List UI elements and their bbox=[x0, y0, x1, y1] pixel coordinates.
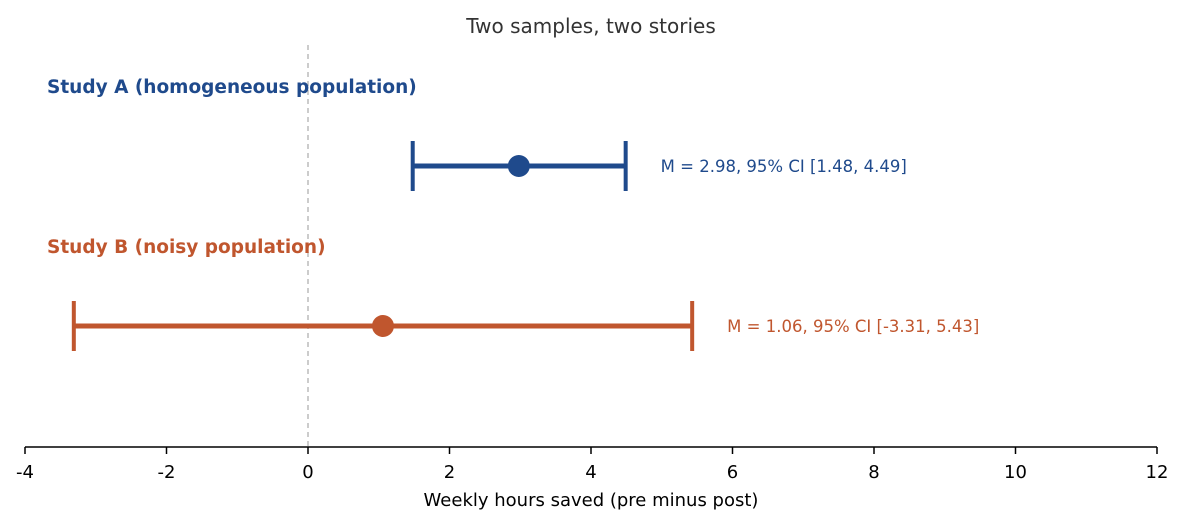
ci-annotation: M = 2.98, 95% CI [1.48, 4.49] bbox=[661, 157, 907, 176]
x-axis: -4 -2 0 2 4 6 8 10 12 bbox=[16, 446, 1169, 483]
mean-point bbox=[507, 155, 530, 177]
study-label: Study B (noisy population) bbox=[47, 237, 326, 258]
x-tick-label: 6 bbox=[727, 462, 738, 483]
x-tick-label: 0 bbox=[302, 462, 313, 483]
series-layer: Study A (homogeneous population) M = 2.98… bbox=[47, 77, 979, 351]
mean-point bbox=[371, 315, 394, 337]
x-tick-label: 10 bbox=[1004, 462, 1027, 483]
x-tick-label: 2 bbox=[444, 462, 455, 483]
study-label: Study A (homogeneous population) bbox=[47, 77, 417, 98]
x-tick-label: 4 bbox=[585, 462, 596, 483]
x-tick-label: 8 bbox=[868, 462, 879, 483]
chart-title: Two samples, two stories bbox=[465, 14, 716, 38]
x-axis-label: Weekly hours saved (pre minus post) bbox=[424, 490, 759, 511]
x-tick-label: -2 bbox=[158, 462, 176, 483]
series-group: Study B (noisy population) M = 1.06, 95% … bbox=[47, 237, 979, 351]
ci-annotation: M = 1.06, 95% CI [-3.31, 5.43] bbox=[727, 317, 979, 336]
x-tick-label: 12 bbox=[1146, 462, 1169, 483]
x-tick-label: -4 bbox=[16, 462, 34, 483]
series-group: Study A (homogeneous population) M = 2.98… bbox=[47, 77, 907, 191]
